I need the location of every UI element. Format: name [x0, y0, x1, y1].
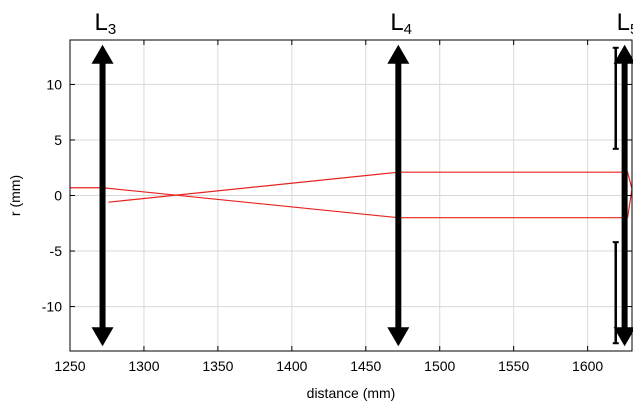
lens-L3: [91, 44, 114, 347]
grid: [69, 40, 632, 351]
y-tick-labels: 10 5 0 -5 -10: [42, 76, 62, 314]
lens-label: L5: [617, 9, 633, 38]
lens-arrow-down: [91, 327, 114, 347]
x-tick-label: 1550: [498, 358, 529, 374]
y-tick-label: 5: [54, 132, 62, 148]
ray-traces: [70, 171, 633, 219]
ray-series-1: [70, 187, 633, 219]
x-tick-label: 1400: [276, 358, 307, 374]
x-tick-label: 1450: [350, 358, 381, 374]
lens-labels: L3 L4 L5: [95, 9, 633, 38]
lens-arrow-down: [387, 327, 410, 347]
x-tick-labels: 1250 1300 1350 1400 1450 1500 1550 1600: [54, 358, 603, 374]
axis-ticks: [69, 40, 632, 351]
y-tick-label: -10: [42, 299, 62, 315]
lens-label: L4: [390, 9, 412, 38]
lenses: [91, 44, 633, 347]
aperture-bar-1: [612, 46, 619, 150]
lens-arrow-up: [91, 44, 114, 64]
y-tick-label: 10: [46, 76, 62, 92]
x-axis-title: distance (mm): [307, 385, 396, 401]
lens-L5: [613, 44, 633, 347]
aperture-bar-2: [612, 241, 619, 345]
lens-arrow-up: [613, 44, 633, 64]
x-tick-label: 1350: [202, 358, 233, 374]
lens-label: L3: [95, 9, 117, 38]
lens-arrow-up: [387, 44, 410, 64]
x-tick-label: 1500: [424, 358, 455, 374]
x-tick-label: 1250: [54, 358, 85, 374]
x-tick-label: 1300: [128, 358, 159, 374]
y-tick-label: -5: [50, 243, 63, 259]
ray-series-2: [108, 171, 633, 203]
lens-L4: [387, 44, 410, 347]
x-tick-label: 1600: [572, 358, 603, 374]
lens-arrow-down: [613, 327, 633, 347]
y-axis-title: r (mm): [7, 175, 23, 216]
y-tick-label: 0: [54, 188, 62, 204]
